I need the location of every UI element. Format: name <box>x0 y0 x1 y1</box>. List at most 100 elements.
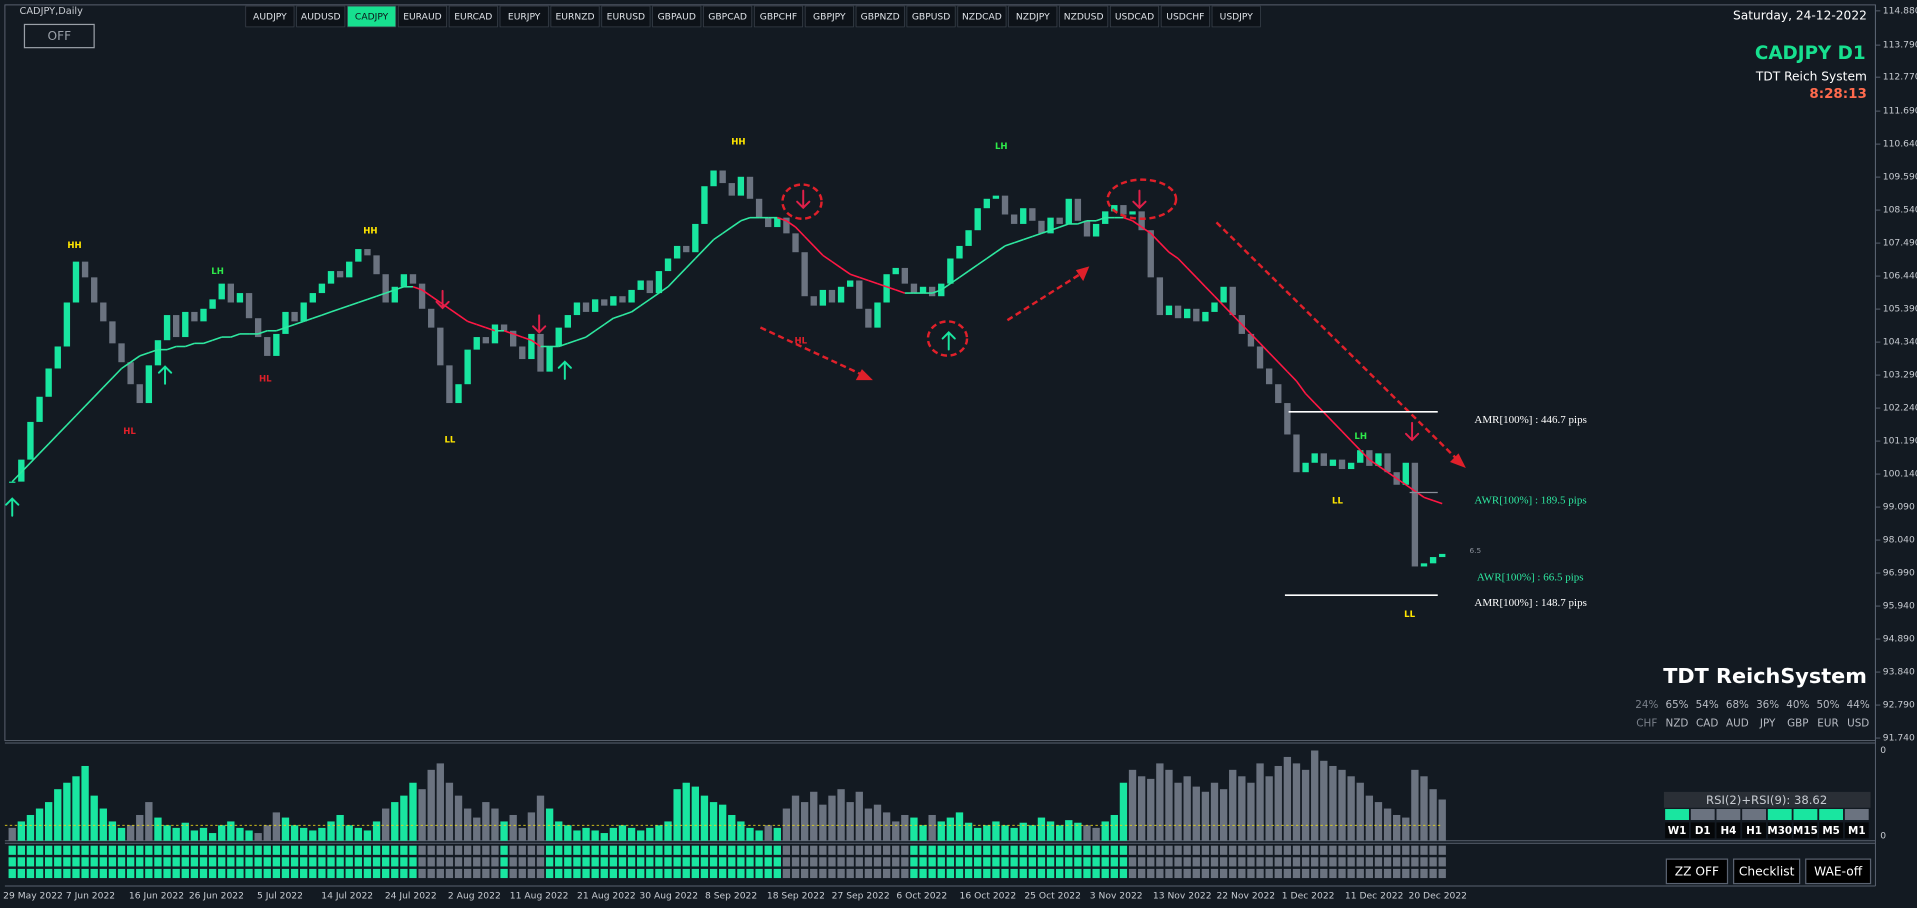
symbol-tab-label[interactable]: EURNZD <box>556 12 595 23</box>
candle <box>437 327 444 366</box>
button[interactable] <box>1733 858 1801 885</box>
candle <box>209 299 216 309</box>
trend-cell <box>1028 845 1037 855</box>
histogram-bar <box>764 825 772 841</box>
histogram-bar <box>682 782 690 841</box>
symbol-tab[interactable] <box>601 5 651 28</box>
trend-cell <box>1046 868 1055 879</box>
symbol-tab[interactable] <box>753 5 803 28</box>
symbol-tab[interactable] <box>499 5 549 28</box>
symbol-tab[interactable] <box>957 5 1007 28</box>
trend-cell <box>427 868 435 879</box>
histogram-bar <box>946 817 955 841</box>
symbol-tab-label[interactable]: NZDJPY <box>1016 12 1050 23</box>
symbol-tab[interactable] <box>397 5 447 28</box>
symbol-tab-label[interactable]: NZDCAD <box>962 12 1002 23</box>
button-label[interactable]: WAE-off <box>1814 864 1863 878</box>
trend-cell <box>728 845 736 855</box>
candle <box>865 308 872 328</box>
symbol-tab[interactable] <box>1008 5 1058 28</box>
button[interactable] <box>1665 858 1729 885</box>
trend-cell <box>1301 857 1310 867</box>
symbol-tab-label[interactable]: EURAUD <box>403 12 442 23</box>
candle <box>227 283 235 303</box>
trend-cell <box>828 845 836 855</box>
trend-cell <box>828 868 836 879</box>
trend-cell <box>518 857 526 867</box>
trend-cell <box>1292 868 1301 879</box>
symbol-tab[interactable] <box>804 5 854 28</box>
trend-cell <box>1183 857 1191 867</box>
symbol-tab[interactable] <box>550 5 600 28</box>
candle <box>136 384 143 404</box>
trend-cell <box>509 868 517 879</box>
trend-cell <box>345 845 353 855</box>
symbol-tab-label[interactable]: USDCAD <box>1115 12 1154 23</box>
symbol-tab-label[interactable]: NZDUSD <box>1064 12 1104 23</box>
trend-cell <box>1283 868 1292 879</box>
symbol-tab[interactable] <box>1059 5 1109 28</box>
symbol-tab-label[interactable]: GBPAUD <box>658 12 696 23</box>
trend-cell <box>163 857 171 867</box>
symbol-tab-label[interactable]: GBPUSD <box>912 12 950 23</box>
candle <box>801 252 808 297</box>
button-label[interactable]: Checklist <box>1739 864 1795 878</box>
x-tick-label: 5 Jul 2022 <box>257 890 303 901</box>
symbol-tab-label[interactable]: AUDJPY <box>253 12 287 23</box>
trend-cell <box>1365 868 1374 879</box>
histogram-bar <box>955 812 964 841</box>
symbol-tab[interactable] <box>1160 5 1210 28</box>
trend-cell <box>1320 857 1328 867</box>
symbol-tab-label[interactable]: EURCAD <box>454 12 492 23</box>
symbol-tab[interactable] <box>855 5 905 28</box>
symbol-tab[interactable] <box>703 5 753 28</box>
symbol-tab-label[interactable]: USDCHF <box>1166 12 1204 23</box>
symbol-tab[interactable] <box>296 5 346 28</box>
candle <box>956 245 963 259</box>
symbol-tab-label[interactable]: USDJPY <box>1220 12 1254 23</box>
symbol-tab-label[interactable]: EURUSD <box>607 12 645 23</box>
symbol-tab-label[interactable]: EURJPY <box>508 12 541 23</box>
symbol-tab-label[interactable]: GBPCAD <box>708 12 747 23</box>
button-label[interactable]: ZZ OFF <box>1675 864 1719 878</box>
histogram-bar <box>218 825 226 841</box>
off-button[interactable] <box>23 23 95 49</box>
trend-cell <box>618 857 627 867</box>
y-tick-label: 93.840 <box>1883 667 1915 678</box>
symbol-tab[interactable] <box>1109 5 1160 28</box>
candle <box>719 170 726 184</box>
symbol-tab[interactable] <box>245 5 295 28</box>
x-tick-label: 18 Sep 2022 <box>767 890 825 901</box>
symbol-tab[interactable] <box>347 5 397 28</box>
trend-cell <box>154 857 162 867</box>
off-button-label[interactable]: OFF <box>47 29 71 43</box>
histogram-bar <box>1383 808 1392 841</box>
symbol-tab-label[interactable]: AUDUSD <box>301 12 341 23</box>
symbol-tab-label[interactable]: CADJPY <box>355 12 389 23</box>
ma-line <box>1077 220 1088 225</box>
y-tick-label: 99.090 <box>1883 502 1915 513</box>
trend-cell <box>126 857 135 867</box>
symbol-tab-label[interactable]: GBPJPY <box>813 12 846 23</box>
histogram-bar <box>1420 776 1428 841</box>
candle <box>282 311 289 334</box>
symbol-tab[interactable] <box>1211 5 1261 28</box>
symbol-tab[interactable] <box>448 5 498 28</box>
ma-line <box>722 226 733 235</box>
symbol-tab-label[interactable]: GBPCHF <box>760 12 797 23</box>
trend-cell <box>354 857 363 867</box>
trend-cell <box>272 857 281 867</box>
button[interactable] <box>1805 858 1872 885</box>
trend-cell <box>1402 845 1410 855</box>
candle <box>765 217 772 228</box>
trend-cell <box>1183 868 1191 879</box>
y-tick-label: 108.540 <box>1883 205 1917 216</box>
histogram-bar <box>782 808 791 841</box>
symbol-tab[interactable] <box>906 5 956 28</box>
symbol-tab[interactable] <box>652 5 702 28</box>
symbol-tab-label[interactable]: GBPNZD <box>861 12 900 23</box>
trend-cell <box>1229 845 1237 855</box>
trend-cell <box>1438 857 1446 867</box>
trend-cell <box>1256 857 1264 867</box>
trend-cell <box>882 868 891 879</box>
